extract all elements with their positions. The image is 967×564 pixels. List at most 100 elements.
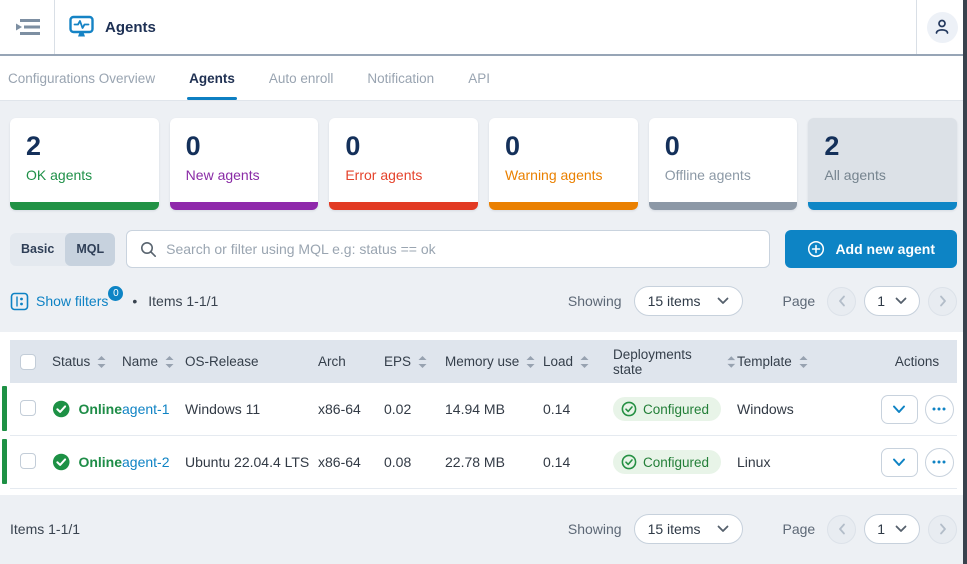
column-header-deployments-state[interactable]: Deployments state bbox=[613, 347, 737, 377]
tab-configurations-overview[interactable]: Configurations Overview bbox=[8, 70, 156, 86]
card-all-agents[interactable]: 2 All agents bbox=[808, 118, 958, 210]
status-online-icon bbox=[52, 400, 70, 418]
row-expand-button[interactable] bbox=[880, 447, 918, 477]
chevron-right-icon bbox=[939, 295, 946, 307]
memory-use-cell: 14.94 MB bbox=[445, 401, 505, 417]
page-size-value: 15 items bbox=[647, 293, 701, 309]
next-page-button[interactable] bbox=[928, 286, 957, 316]
row-expand-button[interactable] bbox=[880, 394, 918, 424]
check-circle-icon bbox=[621, 401, 637, 417]
search-mode-toggle: Basic MQL bbox=[10, 232, 116, 266]
page-number-select[interactable]: 1 bbox=[864, 514, 920, 544]
card-warning-agents[interactable]: 0 Warning agents bbox=[489, 118, 638, 210]
chevron-down-icon bbox=[895, 297, 907, 304]
page-size-select[interactable]: 15 items bbox=[633, 286, 743, 316]
next-page-button[interactable] bbox=[928, 514, 957, 544]
template-cell: Linux bbox=[737, 454, 771, 470]
select-all-checkbox[interactable] bbox=[20, 353, 36, 370]
deployment-state-badge: Configured bbox=[613, 450, 722, 474]
card-value: 0 bbox=[505, 131, 521, 161]
card-label: Error agents bbox=[345, 167, 423, 184]
sidebar-toggle-icon bbox=[15, 19, 40, 35]
add-new-agent-button[interactable]: Add new agent bbox=[785, 230, 957, 268]
row-more-actions-button[interactable] bbox=[924, 447, 954, 477]
row-checkbox[interactable] bbox=[20, 452, 36, 469]
chevron-left-icon bbox=[838, 523, 845, 535]
showing-label: Showing bbox=[567, 521, 622, 537]
column-header-load[interactable]: Load bbox=[543, 354, 613, 369]
page-size-select[interactable]: 15 items bbox=[633, 514, 743, 544]
page-title: Agents bbox=[105, 18, 156, 36]
card-accent-bar bbox=[648, 202, 798, 210]
prev-page-button[interactable] bbox=[827, 286, 857, 316]
agent-name-link[interactable]: agent-1 bbox=[122, 401, 170, 417]
sort-icon bbox=[580, 355, 589, 368]
card-ok-agents[interactable]: 2 OK agents bbox=[10, 118, 159, 210]
tab-auto-enroll[interactable]: Auto enroll bbox=[268, 70, 334, 86]
window-right-edge bbox=[963, 0, 967, 564]
tab-notification[interactable]: Notification bbox=[367, 70, 435, 86]
search-box bbox=[126, 230, 771, 268]
sort-icon bbox=[799, 355, 808, 368]
agent-name-link[interactable]: agent-2 bbox=[122, 454, 170, 470]
page-number-select[interactable]: 1 bbox=[864, 286, 920, 316]
chevron-right-icon bbox=[939, 523, 946, 535]
separator-dot: • bbox=[132, 293, 138, 309]
status-cell: Online bbox=[52, 399, 122, 419]
card-accent-bar bbox=[169, 202, 319, 210]
card-accent-bar bbox=[489, 202, 638, 210]
search-icon bbox=[141, 242, 157, 258]
table-row: Online agent-2 Ubuntu 22.04.4 LTS x86-64… bbox=[2, 436, 957, 489]
pagination-top: Showing 15 items Page 1 bbox=[568, 286, 957, 316]
tab-api[interactable]: API bbox=[468, 70, 490, 86]
ellipsis-icon bbox=[932, 460, 946, 464]
search-row: Basic MQL Add new agent bbox=[10, 230, 957, 268]
page-number-value: 1 bbox=[877, 521, 885, 537]
column-header-name[interactable]: Name bbox=[122, 354, 185, 369]
card-error-agents[interactable]: 0 Error agents bbox=[329, 118, 479, 210]
card-offline-agents[interactable]: 0 Offline agents bbox=[648, 118, 798, 210]
column-header-memory-use[interactable]: Memory use bbox=[445, 354, 543, 369]
sort-icon bbox=[97, 355, 106, 368]
card-accent-bar bbox=[808, 202, 958, 210]
row-checkbox[interactable] bbox=[20, 399, 36, 416]
plus-circle-icon bbox=[808, 240, 825, 258]
ellipsis-icon bbox=[932, 407, 946, 411]
search-input[interactable] bbox=[166, 241, 758, 257]
table-header-row: Status Name OS-Release Arch EPS Memory u… bbox=[10, 340, 957, 383]
show-filters-link[interactable]: Show filters 0 bbox=[10, 285, 124, 311]
user-avatar-button[interactable] bbox=[926, 11, 958, 43]
filters-count-badge: 0 bbox=[108, 285, 124, 301]
deployment-state-badge: Configured bbox=[613, 397, 722, 421]
column-header-status[interactable]: Status bbox=[52, 354, 122, 369]
card-label: OK agents bbox=[26, 167, 93, 184]
card-value: 0 bbox=[664, 131, 680, 161]
list-toolbar: Show filters 0 • Items 1-1/1 Showing 15 … bbox=[10, 285, 957, 317]
template-cell: Windows bbox=[737, 401, 794, 417]
search-mode-basic[interactable]: Basic bbox=[21, 242, 55, 256]
sort-icon bbox=[526, 355, 535, 368]
show-filters-label: Show filters bbox=[36, 293, 109, 309]
eps-cell: 0.02 bbox=[384, 401, 412, 417]
os-release-cell: Ubuntu 22.04.4 LTS bbox=[185, 454, 310, 470]
os-release-cell: Windows 11 bbox=[185, 401, 261, 417]
search-mode-mql[interactable]: MQL bbox=[65, 232, 116, 266]
card-new-agents[interactable]: 0 New agents bbox=[169, 118, 319, 210]
check-circle-icon bbox=[621, 454, 637, 470]
sidebar-toggle-button[interactable] bbox=[0, 0, 55, 54]
status-online-icon bbox=[52, 453, 70, 471]
card-label: All agents bbox=[824, 167, 886, 184]
status-text: Online bbox=[78, 454, 122, 470]
actions-cell bbox=[877, 394, 957, 424]
prev-page-button[interactable] bbox=[827, 514, 857, 544]
column-header-template[interactable]: Template bbox=[737, 354, 877, 369]
tab-agents[interactable]: Agents bbox=[187, 56, 237, 100]
chevron-down-icon bbox=[893, 405, 905, 413]
column-header-eps[interactable]: EPS bbox=[384, 354, 445, 369]
memory-use-cell: 22.78 MB bbox=[445, 454, 505, 470]
load-cell: 0.14 bbox=[543, 454, 571, 470]
card-label: Warning agents bbox=[505, 167, 603, 184]
summary-cards: 2 OK agents 0 New agents 0 Error agents … bbox=[10, 118, 958, 210]
card-label: New agents bbox=[185, 167, 260, 184]
row-more-actions-button[interactable] bbox=[924, 394, 954, 424]
